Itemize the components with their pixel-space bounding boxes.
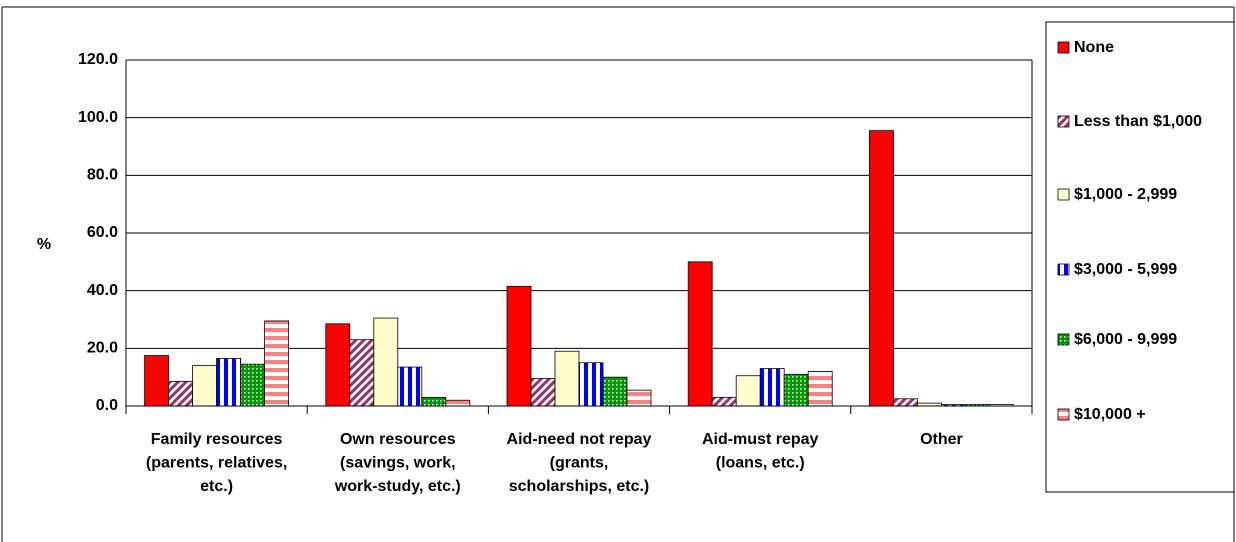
bar: [192, 365, 218, 407]
bar: [783, 373, 809, 407]
y-axis-label: %: [37, 236, 51, 253]
bar: [578, 362, 604, 407]
bar: [602, 376, 628, 407]
legend-label: None: [1074, 39, 1114, 56]
text-line: $10,000 +: [1074, 406, 1146, 423]
y-tick-label: 120.0: [78, 51, 118, 68]
legend-label: Less than $1,000: [1074, 113, 1202, 130]
text-line: Aid-must repay: [702, 431, 819, 448]
bar: [325, 323, 351, 407]
legend-label: $1,000 - 2,999: [1074, 186, 1177, 203]
text-line: Other: [920, 431, 963, 448]
bar: [735, 375, 761, 407]
text-line: $1,000 - 2,999: [1074, 186, 1177, 203]
bar: [349, 339, 375, 407]
y-tick-label: 80.0: [87, 167, 118, 184]
bar: [759, 368, 785, 407]
bar: [687, 261, 713, 407]
legend-key: [1057, 41, 1070, 54]
legend-key: [1057, 408, 1070, 421]
x-tick-label: Aid-need not repay (grants, scholarships, …: [507, 431, 652, 495]
bar: [893, 398, 918, 407]
legend-box: [1045, 21, 1235, 493]
bar: [626, 389, 652, 407]
x-tick-label: Other: [920, 431, 963, 448]
text-line: etc.): [200, 478, 233, 495]
legend-key: [1057, 115, 1070, 128]
y-tick-label: 0.0: [96, 397, 118, 414]
text-line: None: [1074, 39, 1114, 56]
legend-label: $3,000 - 5,999: [1074, 261, 1177, 278]
bar: [421, 396, 447, 407]
bar: [240, 363, 266, 407]
text-line: Family resources: [151, 431, 283, 448]
bar: [711, 396, 737, 407]
text-line: scholarships, etc.): [509, 478, 650, 495]
bar: [216, 358, 242, 407]
y-tick-label: 100.0: [78, 109, 118, 126]
bar: [144, 355, 170, 407]
text-line: Less than $1,000: [1074, 113, 1202, 130]
y-tick-label: 40.0: [87, 282, 118, 299]
text-line: (parents, relatives,: [146, 455, 287, 472]
bar: [807, 370, 833, 407]
bar: [506, 285, 532, 407]
text-line: work-study, etc.): [334, 478, 461, 495]
text-line: (loans, etc.): [716, 455, 805, 472]
text-line: $3,000 - 5,999: [1074, 261, 1177, 278]
text-line: (grants,: [550, 455, 609, 472]
bar: [554, 350, 580, 407]
y-tick-label: 60.0: [87, 224, 118, 241]
legend-label: $6,000 - 9,999: [1074, 331, 1177, 348]
text-line: (savings, work,: [340, 455, 456, 472]
legend-key: [1057, 188, 1070, 201]
legend-key: [1057, 333, 1070, 346]
text-line: Own resources: [340, 431, 456, 448]
x-tick-label: Aid-must repay (loans, etc.): [702, 431, 819, 472]
bar: [445, 399, 471, 407]
bar: [869, 130, 894, 407]
text-line: Aid-need not repay: [507, 431, 652, 448]
legend-key: [1057, 263, 1070, 276]
x-tick-label: Own resources (savings, work, work-study, …: [334, 431, 461, 495]
bar: [373, 317, 399, 407]
bar: [530, 378, 556, 407]
x-tick-label: Family resources (parents, relatives, etc.…: [146, 431, 287, 495]
text-line: $6,000 - 9,999: [1074, 331, 1177, 348]
legend-label: $10,000 +: [1074, 406, 1146, 423]
bar: [264, 320, 290, 407]
bar: [397, 366, 423, 407]
y-tick-label: 20.0: [87, 340, 118, 357]
bar: [168, 381, 194, 407]
